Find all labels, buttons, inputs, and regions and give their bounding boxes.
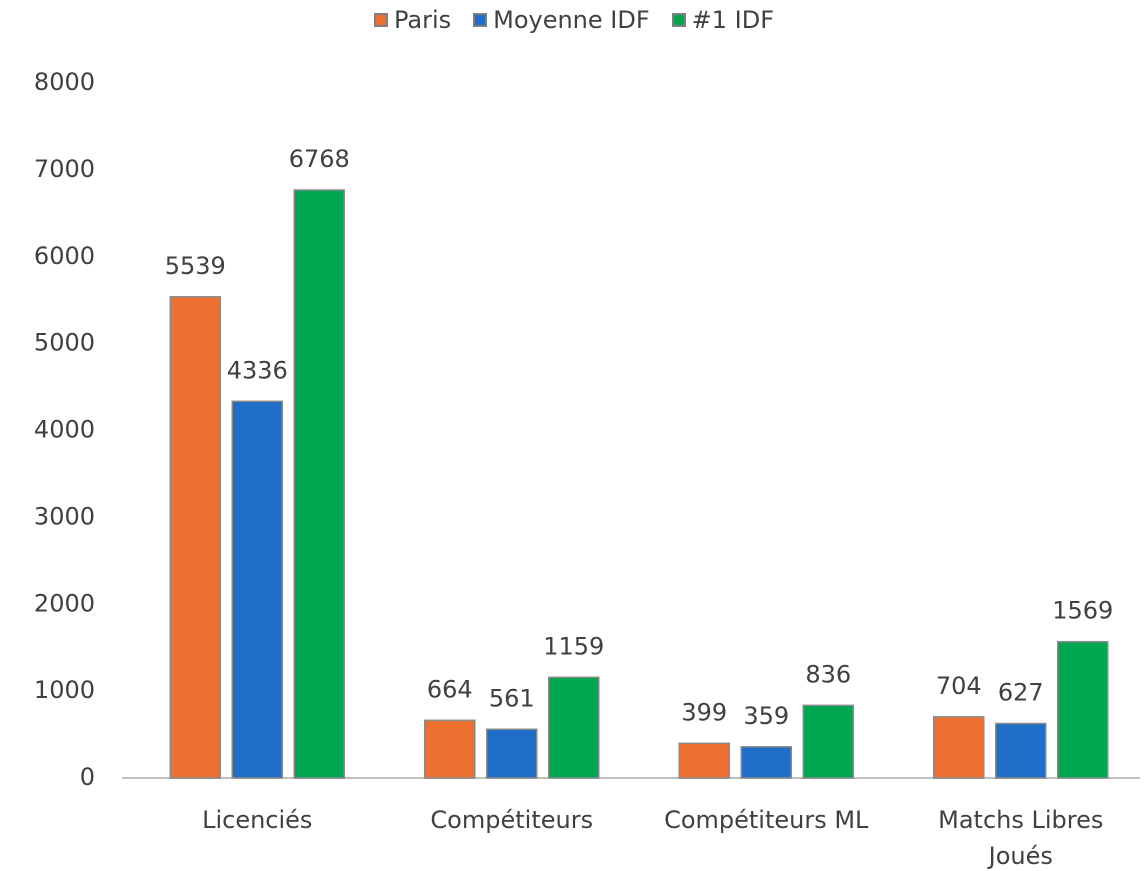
bar — [424, 719, 476, 779]
data-label: 836 — [805, 660, 851, 688]
x-tick-label: Matchs Libres Joués — [938, 806, 1104, 870]
bar — [933, 716, 985, 779]
y-tick-label: 2000 — [34, 589, 95, 617]
y-tick-label: 4000 — [34, 416, 95, 444]
bar — [169, 296, 221, 779]
legend-label: #1 IDF — [691, 6, 775, 34]
y-tick-label: 3000 — [34, 502, 95, 530]
bar — [486, 728, 538, 779]
legend-label: Paris — [393, 6, 452, 34]
data-label: 1569 — [1052, 597, 1113, 625]
legend-swatch — [373, 13, 388, 27]
data-label: 664 — [427, 675, 473, 703]
bar — [548, 676, 600, 779]
data-label: 4336 — [227, 356, 288, 384]
bar — [740, 746, 792, 779]
y-tick-label: 8000 — [34, 68, 95, 96]
y-tick-label: 6000 — [34, 242, 95, 270]
data-label: 359 — [743, 702, 789, 730]
data-label: 627 — [998, 679, 1044, 707]
bar — [1057, 640, 1109, 779]
data-label: 1159 — [543, 632, 604, 660]
data-label: 5539 — [165, 252, 226, 280]
x-tick-label: Compétiteurs ML — [664, 806, 869, 834]
bar — [802, 704, 854, 779]
data-label: 704 — [936, 672, 982, 700]
y-tick-label: 7000 — [34, 155, 95, 183]
data-label: 561 — [489, 684, 535, 712]
y-tick-label: 0 — [80, 763, 95, 791]
bar — [231, 400, 283, 779]
legend-item: Paris — [373, 6, 452, 34]
data-label: 6768 — [289, 145, 350, 173]
x-tick-label: Licenciés — [202, 806, 313, 834]
legend-label: Moyenne IDF — [493, 6, 650, 34]
legend-item: Moyenne IDF — [473, 6, 650, 34]
y-tick-label: 5000 — [34, 329, 95, 357]
x-tick-label: Compétiteurs — [430, 806, 594, 834]
legend-swatch — [671, 13, 686, 27]
legend-item: #1 IDF — [671, 6, 775, 34]
bar — [995, 722, 1047, 779]
legend: Paris Moyenne IDF #1 IDF — [0, 6, 1148, 34]
legend-swatch — [473, 13, 488, 27]
bar — [678, 742, 730, 779]
y-tick-label: 1000 — [34, 676, 95, 704]
data-label: 399 — [681, 698, 727, 726]
bar — [293, 189, 345, 779]
